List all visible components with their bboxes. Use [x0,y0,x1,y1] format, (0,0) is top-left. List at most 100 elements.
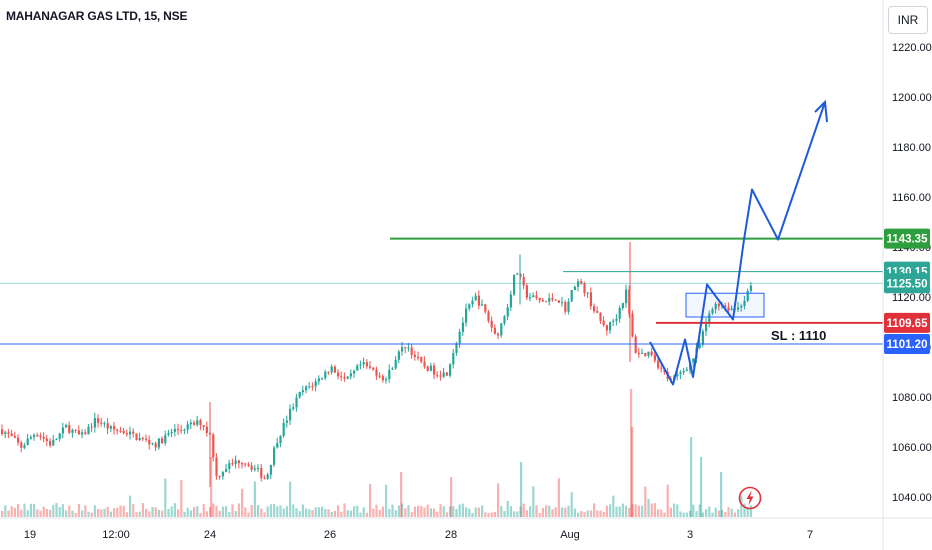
volume-bar [676,504,679,517]
volume-bar [445,512,448,517]
candle [420,357,423,362]
candle [77,430,80,435]
volume-bar [346,509,349,517]
candle [212,434,215,458]
candle [717,303,720,307]
volume-bar [61,504,64,517]
candle [138,438,141,440]
candle [87,426,90,435]
candle [247,464,250,466]
volume-bars [1,389,752,517]
candle [509,294,512,308]
volume-bar [113,508,116,517]
lightning-icon[interactable] [738,486,762,510]
candle [388,369,391,380]
candle [378,375,381,377]
volume-bar [26,510,29,517]
volume-bar [605,505,608,517]
volume-bar [173,503,176,517]
volume-bar [209,507,212,517]
volume-bar [90,512,93,517]
volume-bar [305,508,308,517]
volume-bar [737,509,740,517]
y-tick-label: 1220.00 [892,42,932,54]
candle [93,418,96,428]
candle [577,281,580,287]
volume-bar [186,507,189,517]
volume-bar [241,488,244,517]
candle [567,301,570,312]
volume-bar [87,511,90,517]
candle [541,300,544,302]
candle [151,443,154,445]
volume-bar [484,512,487,517]
candle [529,297,532,299]
volume-bar [554,507,557,517]
volume-bar [461,503,464,517]
volume-bar [727,507,730,517]
volume-bar [570,492,573,517]
volume-bar [141,503,144,517]
volume-bar [621,503,624,517]
volume-bar [663,512,666,517]
volume-bar [394,510,397,517]
candle [657,360,660,368]
volume-bar [740,496,743,517]
volume-bar [666,484,669,517]
candle [177,429,180,431]
candle [119,430,122,432]
candle [346,376,349,379]
candle [407,347,410,349]
volume-bar [71,510,74,517]
volume-bar [583,512,586,517]
volume-bar [404,508,407,517]
candle [23,445,26,448]
candle [199,420,202,426]
volume-bar [17,503,20,517]
volume-bar [743,503,746,517]
volume-bar [343,503,346,517]
volume-bar [567,505,570,517]
candle [90,426,93,428]
candle [97,418,100,423]
candle [660,367,663,369]
candle [103,423,106,425]
volume-bar [551,509,554,517]
volume-bar [493,511,496,517]
volume-bar [641,505,644,517]
candle [359,364,362,366]
volume-bar [308,509,311,517]
candle [602,320,605,326]
volume-bar [653,503,656,517]
volume-bar [455,508,458,517]
candle [727,307,730,311]
volume-bar [215,505,218,517]
volume-bar [145,508,148,517]
volume-bar [7,510,10,517]
volume-bar [487,512,490,517]
volume-bar [609,504,612,517]
volume-bar [218,510,221,517]
candle [202,425,205,427]
volume-bar [388,508,391,517]
price-tag [884,273,930,294]
currency-button[interactable]: INR [888,6,928,34]
candle [170,431,173,433]
volume-bar [125,512,128,517]
candle [295,397,298,408]
volume-bar [535,505,538,517]
volume-bar [170,506,173,517]
volume-bar [586,510,589,517]
volume-bar [724,511,727,517]
volume-bar [164,478,167,517]
candle [205,426,208,433]
volume-bar [103,508,106,517]
x-tick-label: 26 [324,529,336,541]
volume-bar [599,510,602,517]
candles [1,242,752,487]
candle [311,386,314,388]
candle [10,433,13,437]
volume-bar [132,504,135,517]
price-tag [884,228,930,249]
